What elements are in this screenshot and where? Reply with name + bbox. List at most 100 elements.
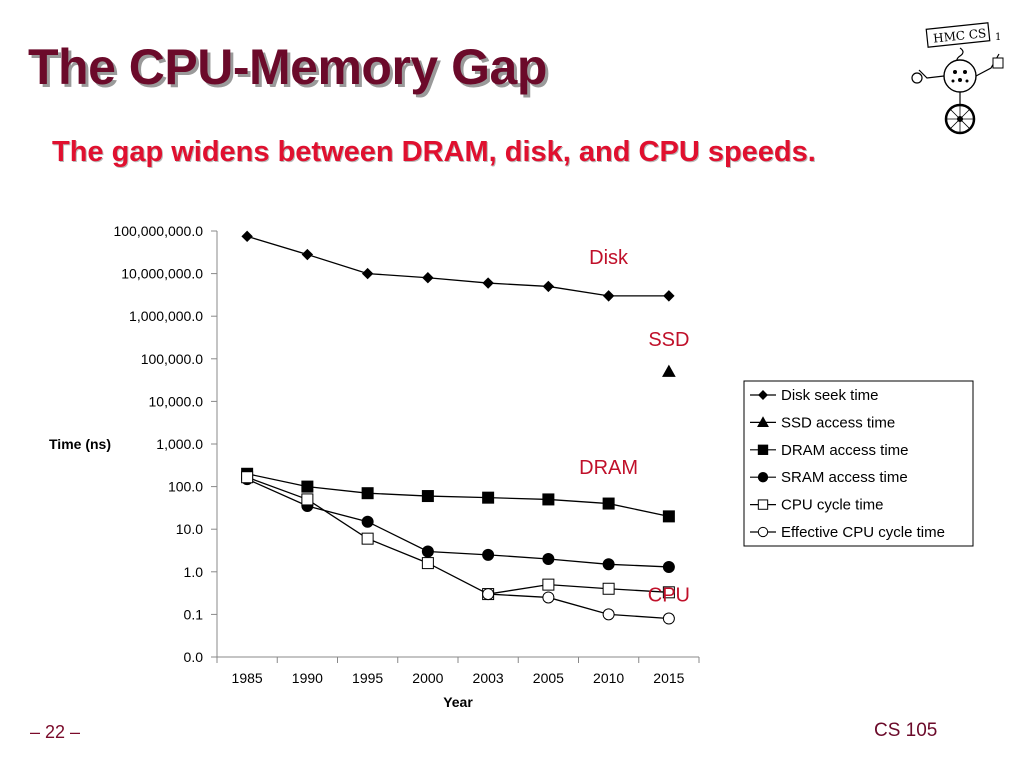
annotation-dram: DRAM <box>579 457 638 479</box>
data-point <box>662 510 675 523</box>
legend-item: Effective CPU cycle time <box>750 524 945 541</box>
series-line <box>246 235 669 297</box>
legend-label: SSD access time <box>781 414 895 431</box>
data-point <box>662 612 675 625</box>
data-point <box>602 558 615 571</box>
series-line <box>246 476 669 595</box>
data-point <box>421 557 434 570</box>
data-point <box>482 548 495 561</box>
series-line <box>488 593 669 620</box>
data-point <box>542 591 555 604</box>
legend-marker <box>757 499 769 510</box>
x-tick-label: 1990 <box>292 670 323 686</box>
robot-logo-icon: HMC CS 1 <box>911 22 1004 135</box>
data-point <box>662 586 675 599</box>
data-point <box>361 532 374 545</box>
data-point <box>542 493 555 506</box>
legend-label: CPU cycle time <box>781 497 884 514</box>
y-tick-label: 10.0 <box>176 521 203 537</box>
series-line <box>246 473 670 518</box>
legend-item: SSD access time <box>750 414 895 431</box>
x-tick-label: 1995 <box>352 670 383 686</box>
x-tick-label: 2003 <box>473 670 504 686</box>
legend-item: Disk seek time <box>750 387 879 404</box>
logo-lettering: HMC CS <box>933 26 987 45</box>
data-point <box>422 272 434 284</box>
x-tick-label: 1985 <box>232 670 263 686</box>
legend-label: DRAM access time <box>781 442 909 459</box>
data-point <box>662 364 676 377</box>
y-axis-title: Time (ns) <box>49 436 111 452</box>
series-dram-access-time <box>241 467 675 523</box>
annotation-disk: Disk <box>589 247 629 269</box>
y-tick-label: 100,000.0 <box>141 351 203 367</box>
data-point <box>301 248 314 261</box>
y-tick-label: 1,000,000.0 <box>129 308 203 324</box>
data-point <box>602 497 615 510</box>
x-tick-label: 2000 <box>412 670 443 686</box>
data-point <box>602 582 615 595</box>
legend-label: SRAM access time <box>781 469 908 486</box>
data-point <box>542 280 555 293</box>
chart-annotations: Disk SSD DRAM CPU <box>579 247 690 607</box>
data-point <box>663 290 675 302</box>
legend-box <box>743 380 974 547</box>
y-tick-label: 100.0 <box>168 479 203 495</box>
x-tick-label: 2015 <box>653 670 684 686</box>
data-point <box>241 230 253 243</box>
chart-axes: 0.0 0.1 1.0 10.0 100.0 1,000.0 10,000.0 100,000… <box>49 223 700 710</box>
legend-marker <box>757 472 769 483</box>
data-point <box>542 578 555 591</box>
data-point <box>602 608 615 621</box>
legend-marker <box>757 416 769 427</box>
series-cpu-cycle-time <box>241 471 675 601</box>
x-axis-title: Year <box>443 694 473 710</box>
data-point <box>301 480 314 493</box>
course-label: CS 105 <box>874 720 938 741</box>
chart-legend: Disk seek time SSD access time DRAM access… <box>743 380 974 547</box>
data-point <box>662 560 675 573</box>
y-tick-label: 1,000.0 <box>156 436 203 452</box>
legend-label: Effective CPU cycle time <box>781 524 945 541</box>
legend-marker <box>757 526 769 538</box>
data-point <box>361 267 374 280</box>
x-tick-label: 2005 <box>533 670 564 686</box>
y-tick-label: 0.0 <box>184 649 204 665</box>
data-point <box>301 493 314 506</box>
data-point <box>542 552 555 565</box>
data-point <box>602 290 615 302</box>
x-tick-label: 2010 <box>593 670 624 686</box>
legend-item: DRAM access time <box>750 442 909 459</box>
series-disk-seek-time <box>241 230 675 302</box>
legend-label: Disk seek time <box>781 387 879 404</box>
data-point <box>482 491 495 504</box>
legend-marker <box>757 444 769 455</box>
annotation-cpu: CPU <box>648 585 690 607</box>
slide-title: The CPU-Memory Gap <box>28 39 547 95</box>
data-point <box>241 471 254 484</box>
slide-subtitle: The gap widens between DRAM, disk, and C… <box>52 136 816 168</box>
y-tick-label: 10,000,000.0 <box>121 266 203 282</box>
legend-item: SRAM access time <box>750 469 908 486</box>
data-point <box>361 487 374 500</box>
y-tick-label: 0.1 <box>184 606 204 622</box>
series-ssd-access-time <box>662 364 676 377</box>
y-tick-label: 10,000.0 <box>149 393 204 409</box>
page-number: – 22 – <box>30 722 81 742</box>
y-tick-label: 100,000,000.0 <box>113 223 203 239</box>
data-point <box>482 277 494 289</box>
data-point <box>482 588 495 601</box>
series-line <box>246 478 669 568</box>
legend-marker <box>758 390 768 400</box>
svg-text:1: 1 <box>995 32 1001 43</box>
y-tick-label: 1.0 <box>184 564 204 580</box>
annotation-ssd: SSD <box>648 329 689 351</box>
hmc-cs-logo: HMC CS 1 <box>905 18 1015 138</box>
chart-series <box>241 230 676 625</box>
data-point <box>421 490 434 503</box>
data-point <box>361 515 374 528</box>
series-effective-cpu-cycle-time <box>482 588 675 625</box>
legend-item: CPU cycle time <box>750 497 884 514</box>
data-point <box>421 545 434 558</box>
